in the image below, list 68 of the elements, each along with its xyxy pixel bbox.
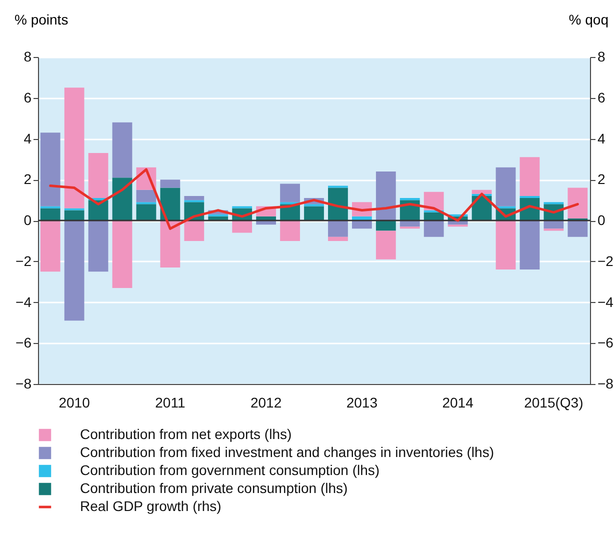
bar: [88, 153, 108, 198]
x-tick-label: 2014: [442, 394, 474, 410]
bar: [496, 167, 516, 206]
bar: [160, 220, 180, 268]
bar: [304, 206, 324, 220]
y2-tick-label: −6: [598, 334, 614, 351]
bar: [64, 88, 84, 208]
y-tick-label: 8: [24, 48, 32, 64]
y2-tick-label: −4: [598, 294, 614, 310]
bar: [64, 220, 84, 321]
y-tick-label: 0: [24, 212, 32, 228]
bar: [184, 196, 204, 200]
y2-tick-label: 4: [598, 130, 606, 146]
bar: [112, 178, 132, 220]
bar: [280, 220, 300, 241]
y-tick-label: −2: [16, 252, 32, 269]
x-tick-label: 2010: [58, 394, 90, 410]
bar: [136, 190, 156, 202]
bar: [112, 220, 132, 288]
y2-tick-label: 2: [598, 171, 606, 188]
bar: [88, 220, 108, 272]
bar: [520, 196, 540, 198]
y2-tick-label: 0: [598, 212, 606, 228]
y-tick-label: −6: [16, 334, 32, 351]
line-series: [49, 168, 579, 230]
bar: [112, 122, 132, 178]
legend-label: Contribution from private consumption (lhs): [80, 480, 348, 496]
bar: [376, 230, 396, 260]
y-axis-title: % points: [14, 12, 68, 28]
bar: [160, 188, 180, 220]
bar: [472, 190, 492, 194]
bar: [568, 188, 588, 218]
bar: [568, 220, 588, 237]
y2-tick-label: −8: [598, 376, 614, 392]
bar: [496, 220, 516, 270]
x-tick-label: 2012: [250, 394, 282, 410]
legend-label: Contribution from net exports (lhs): [80, 426, 292, 442]
bar: [40, 220, 60, 272]
legend-label: Contribution from fixed investment and changes in inventories (lhs): [80, 444, 494, 460]
bar: [136, 204, 156, 220]
y-tick-label: 2: [24, 171, 32, 188]
x-tick-label: 2015(Q3): [524, 394, 584, 410]
y2-axis-title: % qoq: [568, 12, 608, 28]
y2-tick-label: −2: [598, 252, 614, 269]
y2-tick-label: 8: [598, 48, 606, 64]
y-tick-label: −4: [16, 294, 32, 310]
bar: [520, 157, 540, 196]
y-tick-label: 4: [24, 130, 32, 146]
bar: [328, 220, 348, 237]
bar: [424, 192, 444, 210]
bar: [160, 180, 180, 188]
bar: [40, 132, 60, 206]
bar: [424, 220, 444, 237]
bar: [64, 210, 84, 220]
legend-label: Real GDP growth (rhs): [80, 498, 222, 514]
bar: [232, 220, 252, 233]
bar: [328, 236, 348, 241]
bar: [40, 208, 60, 220]
bar: [520, 220, 540, 270]
y2-tick-label: 6: [598, 89, 606, 106]
bar: [376, 171, 396, 220]
legend-label: Contribution from government consumption (lhs): [80, 462, 380, 478]
bar: [280, 184, 300, 202]
y-tick-label: −8: [16, 376, 32, 392]
bar: [184, 220, 204, 241]
x-tick-label: 2013: [346, 394, 378, 410]
x-tick-label: 2011: [155, 394, 186, 410]
y-tick-label: 6: [24, 89, 32, 106]
